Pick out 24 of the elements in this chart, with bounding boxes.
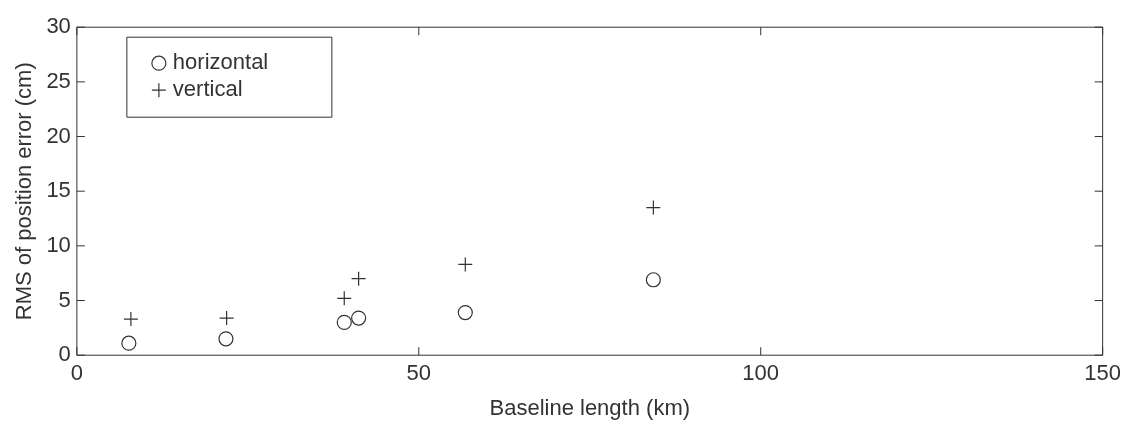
- x-tick-label: 150: [1084, 360, 1122, 386]
- x-tick-label: 100: [742, 360, 780, 386]
- y-tick-label: 5: [58, 286, 71, 312]
- y-tick-label: 25: [46, 67, 71, 93]
- legend-label: vertical: [172, 76, 243, 102]
- legend-label: horizontal: [172, 49, 269, 75]
- y-tick-label: 20: [46, 122, 71, 148]
- point: [457, 304, 473, 321]
- point: [336, 290, 352, 306]
- point: [351, 271, 367, 287]
- y-axis-title: RMS of position error (cm): [11, 62, 37, 321]
- y-tick-label: 30: [46, 13, 71, 39]
- point: [218, 331, 234, 347]
- x-axis-title: Baseline length (km): [489, 394, 691, 420]
- x-tick-label: 50: [406, 360, 432, 386]
- point: [336, 314, 352, 330]
- y-tick-label: 10: [46, 231, 71, 257]
- point: [351, 310, 367, 326]
- point: [645, 200, 661, 216]
- point: [645, 272, 661, 288]
- point: [457, 256, 473, 273]
- y-tick-label: 15: [46, 177, 71, 203]
- y-tick-label: 0: [58, 341, 71, 367]
- point: [121, 335, 137, 351]
